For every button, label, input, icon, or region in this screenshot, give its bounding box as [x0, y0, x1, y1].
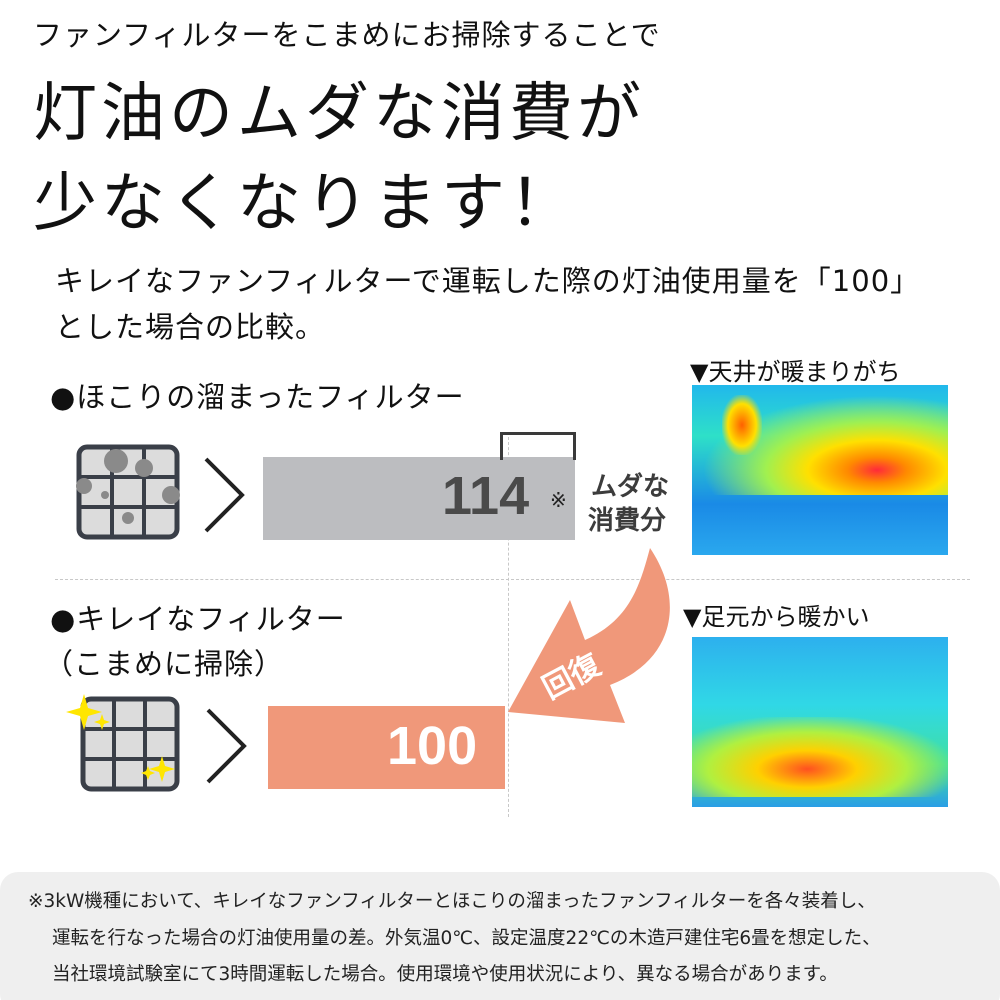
intro-line-2: とした場合の比較。: [55, 310, 326, 344]
thermal-caption-clean: ▼足元から暖かい: [683, 603, 870, 631]
thermal-image-dirty: [692, 385, 948, 555]
chevron-right-icon: [206, 708, 247, 784]
dirty-usage-bar: [263, 457, 575, 540]
dirty-usage-value: 114: [442, 466, 530, 526]
headline-line-2: 少なくなります！: [33, 167, 577, 241]
sparkle-icon: [66, 694, 175, 782]
footnote-box: ※3kW機種において、キレイなファンフィルターとほこりの溜まったファンフィルター…: [0, 872, 1000, 1000]
section-divider: [55, 579, 970, 580]
chevron-right-icon: [204, 457, 245, 533]
headline-line-1: 灯油のムダな消費が: [33, 77, 645, 151]
clean-usage-bar: [268, 706, 505, 789]
clean-filter-label: ●キレイなフィルター: [50, 602, 346, 636]
footnote-line-3: 当社環境試験室にて3時間運転した場合。使用環境や使用状況により、異なる場合があり…: [52, 964, 838, 985]
intro-line-1: キレイなファンフィルターで運転した際の灯油使用量を「100」: [55, 264, 921, 298]
footnote-line-2: 運転を行なった場合の灯油使用量の差。外気温0℃、設定温度22℃の木造戸建住宅6畳…: [52, 928, 881, 949]
clean-filter-sublabel: （こまめに掃除）: [44, 647, 285, 681]
dirty-filter-label: ●ほこりの溜まったフィルター: [50, 380, 465, 414]
note-mark: ※: [550, 488, 567, 512]
thermal-caption-dirty: ▼天井が暖まりがち: [690, 358, 901, 386]
waste-bracket: [500, 432, 576, 460]
waste-label-2: 消費分: [588, 506, 667, 536]
clean-usage-value: 100: [387, 716, 478, 776]
reference-line: [508, 432, 509, 817]
dirty-filter-icon: [76, 444, 180, 540]
recovery-arrow-icon: [508, 548, 670, 723]
waste-label-1: ムダな: [591, 472, 670, 502]
thermal-image-clean: [692, 637, 948, 807]
lead-text: ファンフィルターをこまめにお掃除することで: [33, 18, 661, 52]
footnote-line-1: ※3kW機種において、キレイなファンフィルターとほこりの溜まったファンフィルター…: [28, 891, 876, 912]
